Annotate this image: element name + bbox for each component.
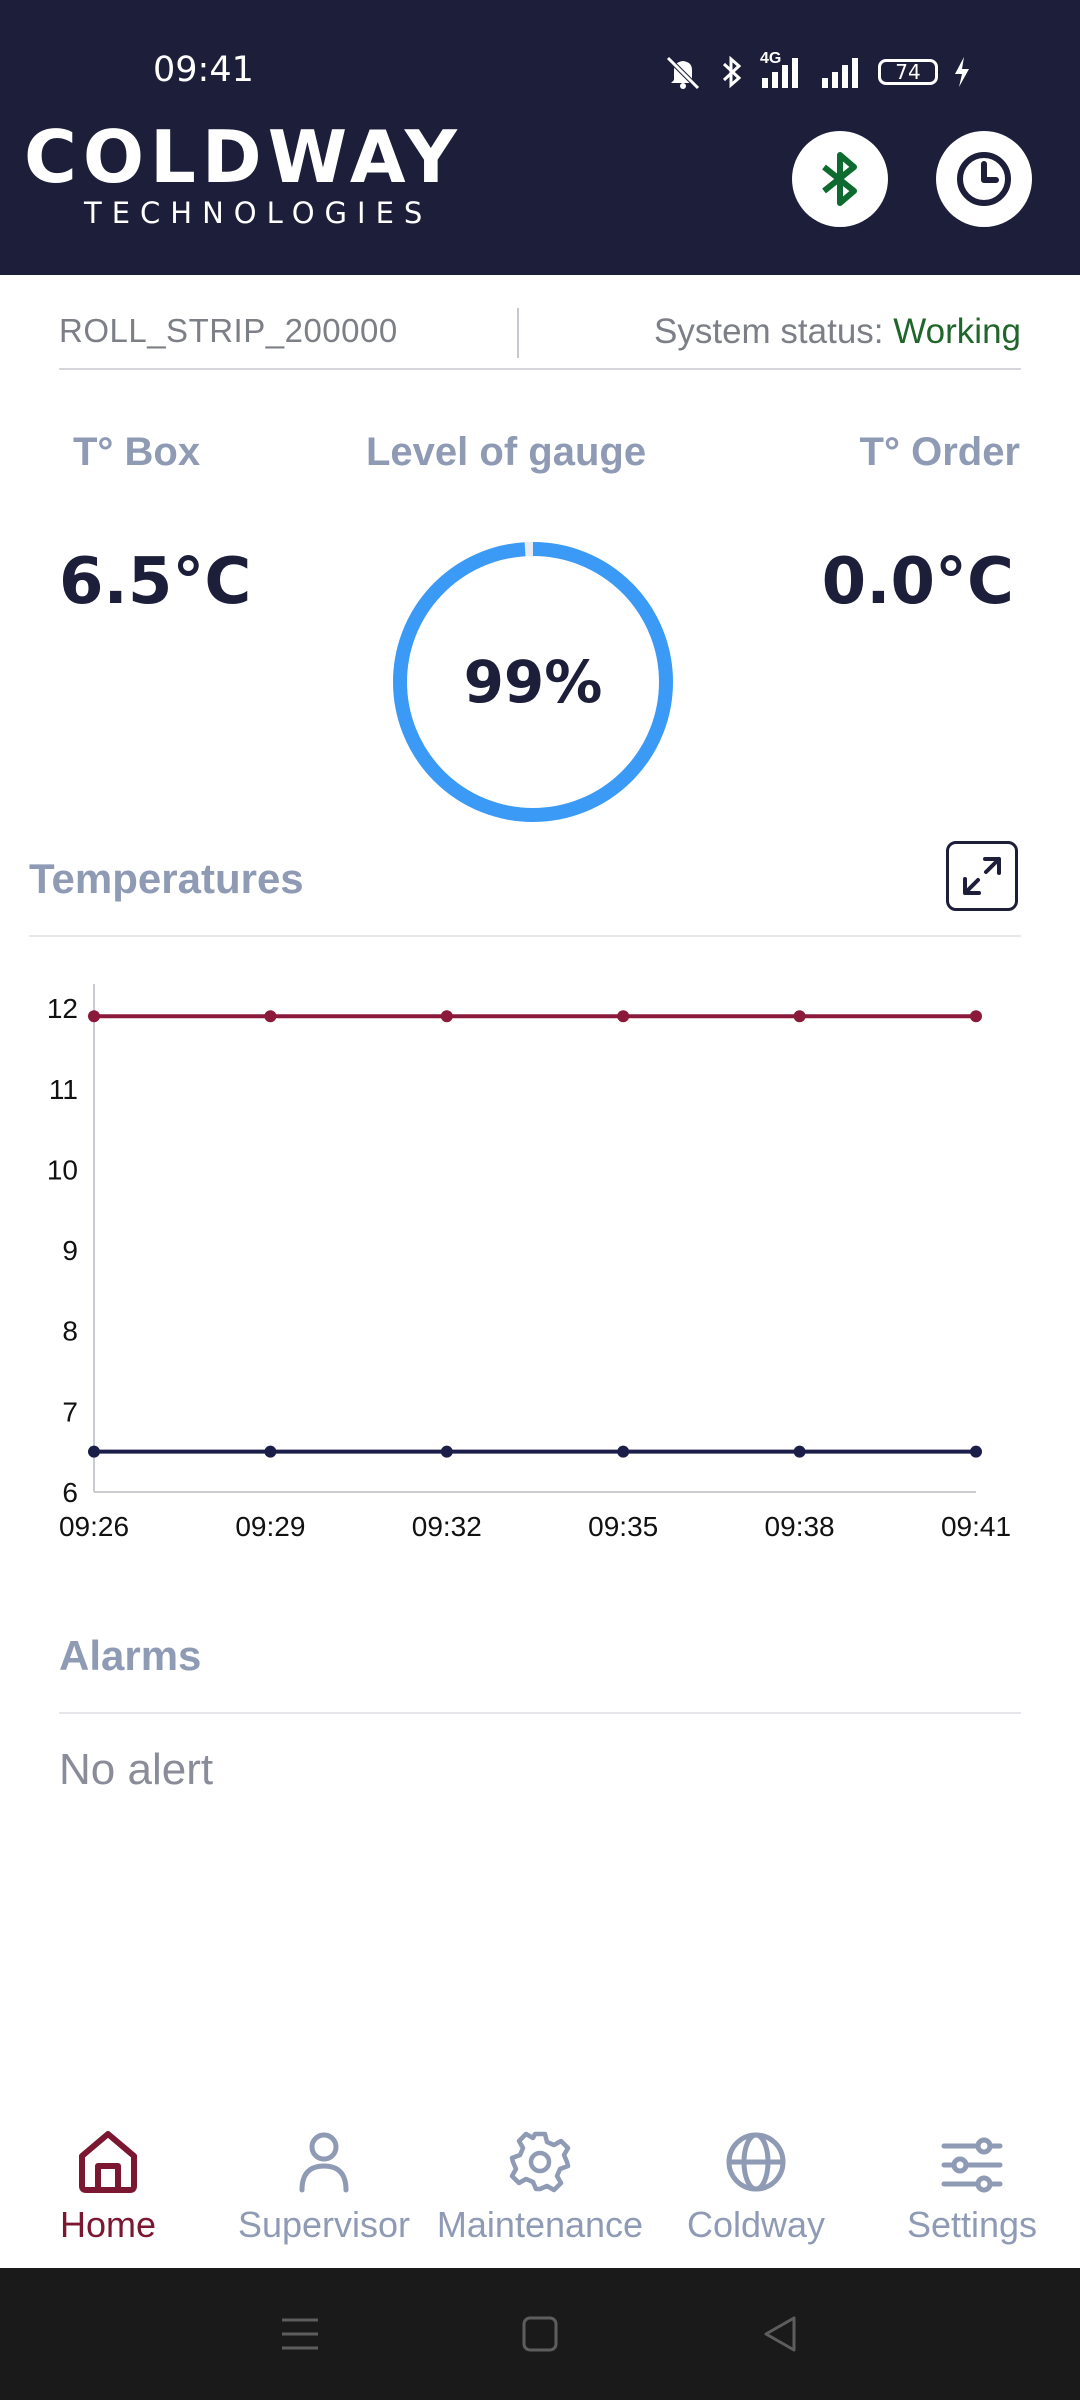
bottom-nav: Home Supervisor Maintenance Coldway [0,2110,1080,2268]
y-tick-label: 7 [62,1396,78,1427]
data-point [264,1010,277,1023]
network-type: 4G [760,50,782,67]
device-status-row: ROLL_STRIP_200000 System status: Working [59,302,1021,370]
data-point [617,1010,630,1023]
separator [517,308,519,358]
data-point [88,1445,100,1458]
data-point [440,1445,453,1458]
status-time: 09:41 [153,50,254,90]
gauge-level-label: Level of gauge [366,430,647,474]
x-tick-label: 09:38 [765,1511,835,1542]
data-point [793,1445,806,1458]
gear-icon [508,2110,572,2194]
charging-icon [955,57,969,87]
nav-label-home: Home [59,2204,157,2245]
x-tick-label: 09:41 [941,1511,1011,1542]
expand-chart-button[interactable] [946,841,1018,911]
data-point [264,1445,277,1458]
nav-label-settings: Settings [906,2204,1038,2245]
x-tick-label: 09:35 [588,1511,658,1542]
nav-item-settings[interactable]: Settings [864,2110,1080,2268]
expand-icon [963,857,1001,895]
alarms-divider [59,1712,1021,1714]
data-point [88,1010,100,1023]
home-icon [76,2110,140,2194]
nav-item-home[interactable]: Home [0,2110,216,2268]
bluetooth-button[interactable] [792,131,888,227]
alarms-title: Alarms [59,1632,202,1679]
data-point [793,1010,806,1023]
system-status: System status: Working [654,312,1021,352]
status-icons: 4G 74 [660,50,972,94]
device-name: ROLL_STRIP_200000 [59,312,398,349]
logo-sub-text: TECHNOLOGIES [84,196,433,230]
y-tick-label: 10 [47,1154,78,1185]
nav-item-coldway[interactable]: Coldway [648,2110,864,2268]
signal-icon [822,58,858,88]
y-tick-label: 9 [62,1235,78,1266]
gauge-ring [393,542,673,822]
user-icon [294,2110,354,2194]
nav-label-supervisor: Supervisor [237,2204,411,2245]
temperature-chart: 6 7 8 9 10 11 12 09:26 09:29 09:32 09:35 09:38 09:41 [47,984,1011,1542]
nav-item-supervisor[interactable]: Supervisor [216,2110,432,2268]
nav-item-maintenance[interactable]: Maintenance [432,2110,648,2268]
coldway-logo: COLDWAY TECHNOLOGIES [24,118,463,230]
order-temp-label: T° Order [859,430,1020,474]
data-point [617,1445,630,1458]
y-tick-label: 12 [47,993,78,1024]
box-temp-value: 6.5°C [59,545,252,619]
mute-icon [666,56,700,90]
data-point [970,1010,982,1023]
x-tick-label: 09:32 [412,1511,482,1542]
bluetooth-icon [822,152,857,206]
system-nav-bar [0,2268,1080,2400]
logo-main-text: COLDWAY [24,115,463,199]
x-tick-label: 09:26 [59,1511,129,1542]
y-tick-label: 6 [62,1477,78,1508]
history-button[interactable] [936,131,1032,227]
home-square-icon[interactable] [520,2314,560,2354]
nav-label-maintenance: Maintenance [436,2204,644,2245]
x-tick-label: 09:29 [235,1511,305,1542]
y-tick-label: 8 [62,1316,78,1347]
back-icon[interactable] [760,2314,800,2354]
order-temp-value: 0.0°C [821,545,1014,619]
menu-icon[interactable] [280,2316,320,2352]
bluetooth-icon [722,55,742,89]
y-tick-label: 11 [49,1074,78,1105]
gauge-value: 99% [463,648,603,716]
box-temp-label: T° Box [73,430,201,474]
system-status-value: Working [893,312,1021,351]
alarm-message: No alert [59,1745,214,1794]
temperatures-divider [29,935,1021,937]
app-header: 09:41 4G 74 [0,0,1080,275]
battery-icon: 74 [878,59,938,85]
temperatures-title: Temperatures [29,855,304,902]
battery-level: 74 [895,60,921,84]
data-point [440,1010,453,1023]
system-status-label: System status: [654,312,894,351]
signal-4g-icon: 4G [758,50,804,90]
clock-icon [957,152,1011,206]
sliders-icon [940,2110,1004,2194]
globe-icon [724,2110,788,2194]
nav-label-coldway: Coldway [686,2204,826,2245]
data-point [970,1445,982,1458]
